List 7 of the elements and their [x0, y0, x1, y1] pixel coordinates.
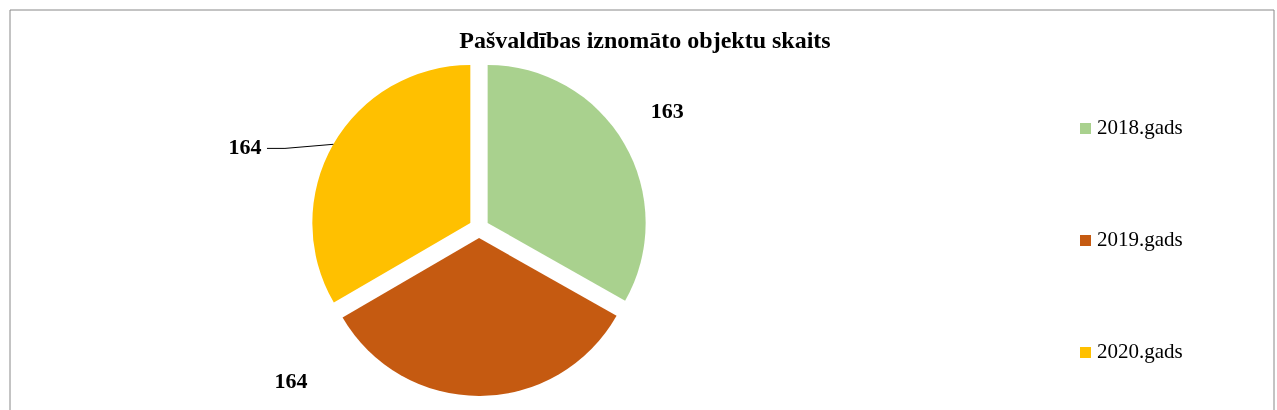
legend-label: 2020.gads: [1097, 339, 1183, 363]
data-label: 164: [228, 134, 262, 160]
legend-label: 2018.gads: [1097, 115, 1183, 139]
chart-title: Pašvaldības iznomāto objektu skaits: [459, 27, 831, 53]
data-label: 163: [650, 98, 684, 124]
legend-label: 2019.gads: [1097, 227, 1183, 251]
data-label: 164: [274, 368, 308, 393]
